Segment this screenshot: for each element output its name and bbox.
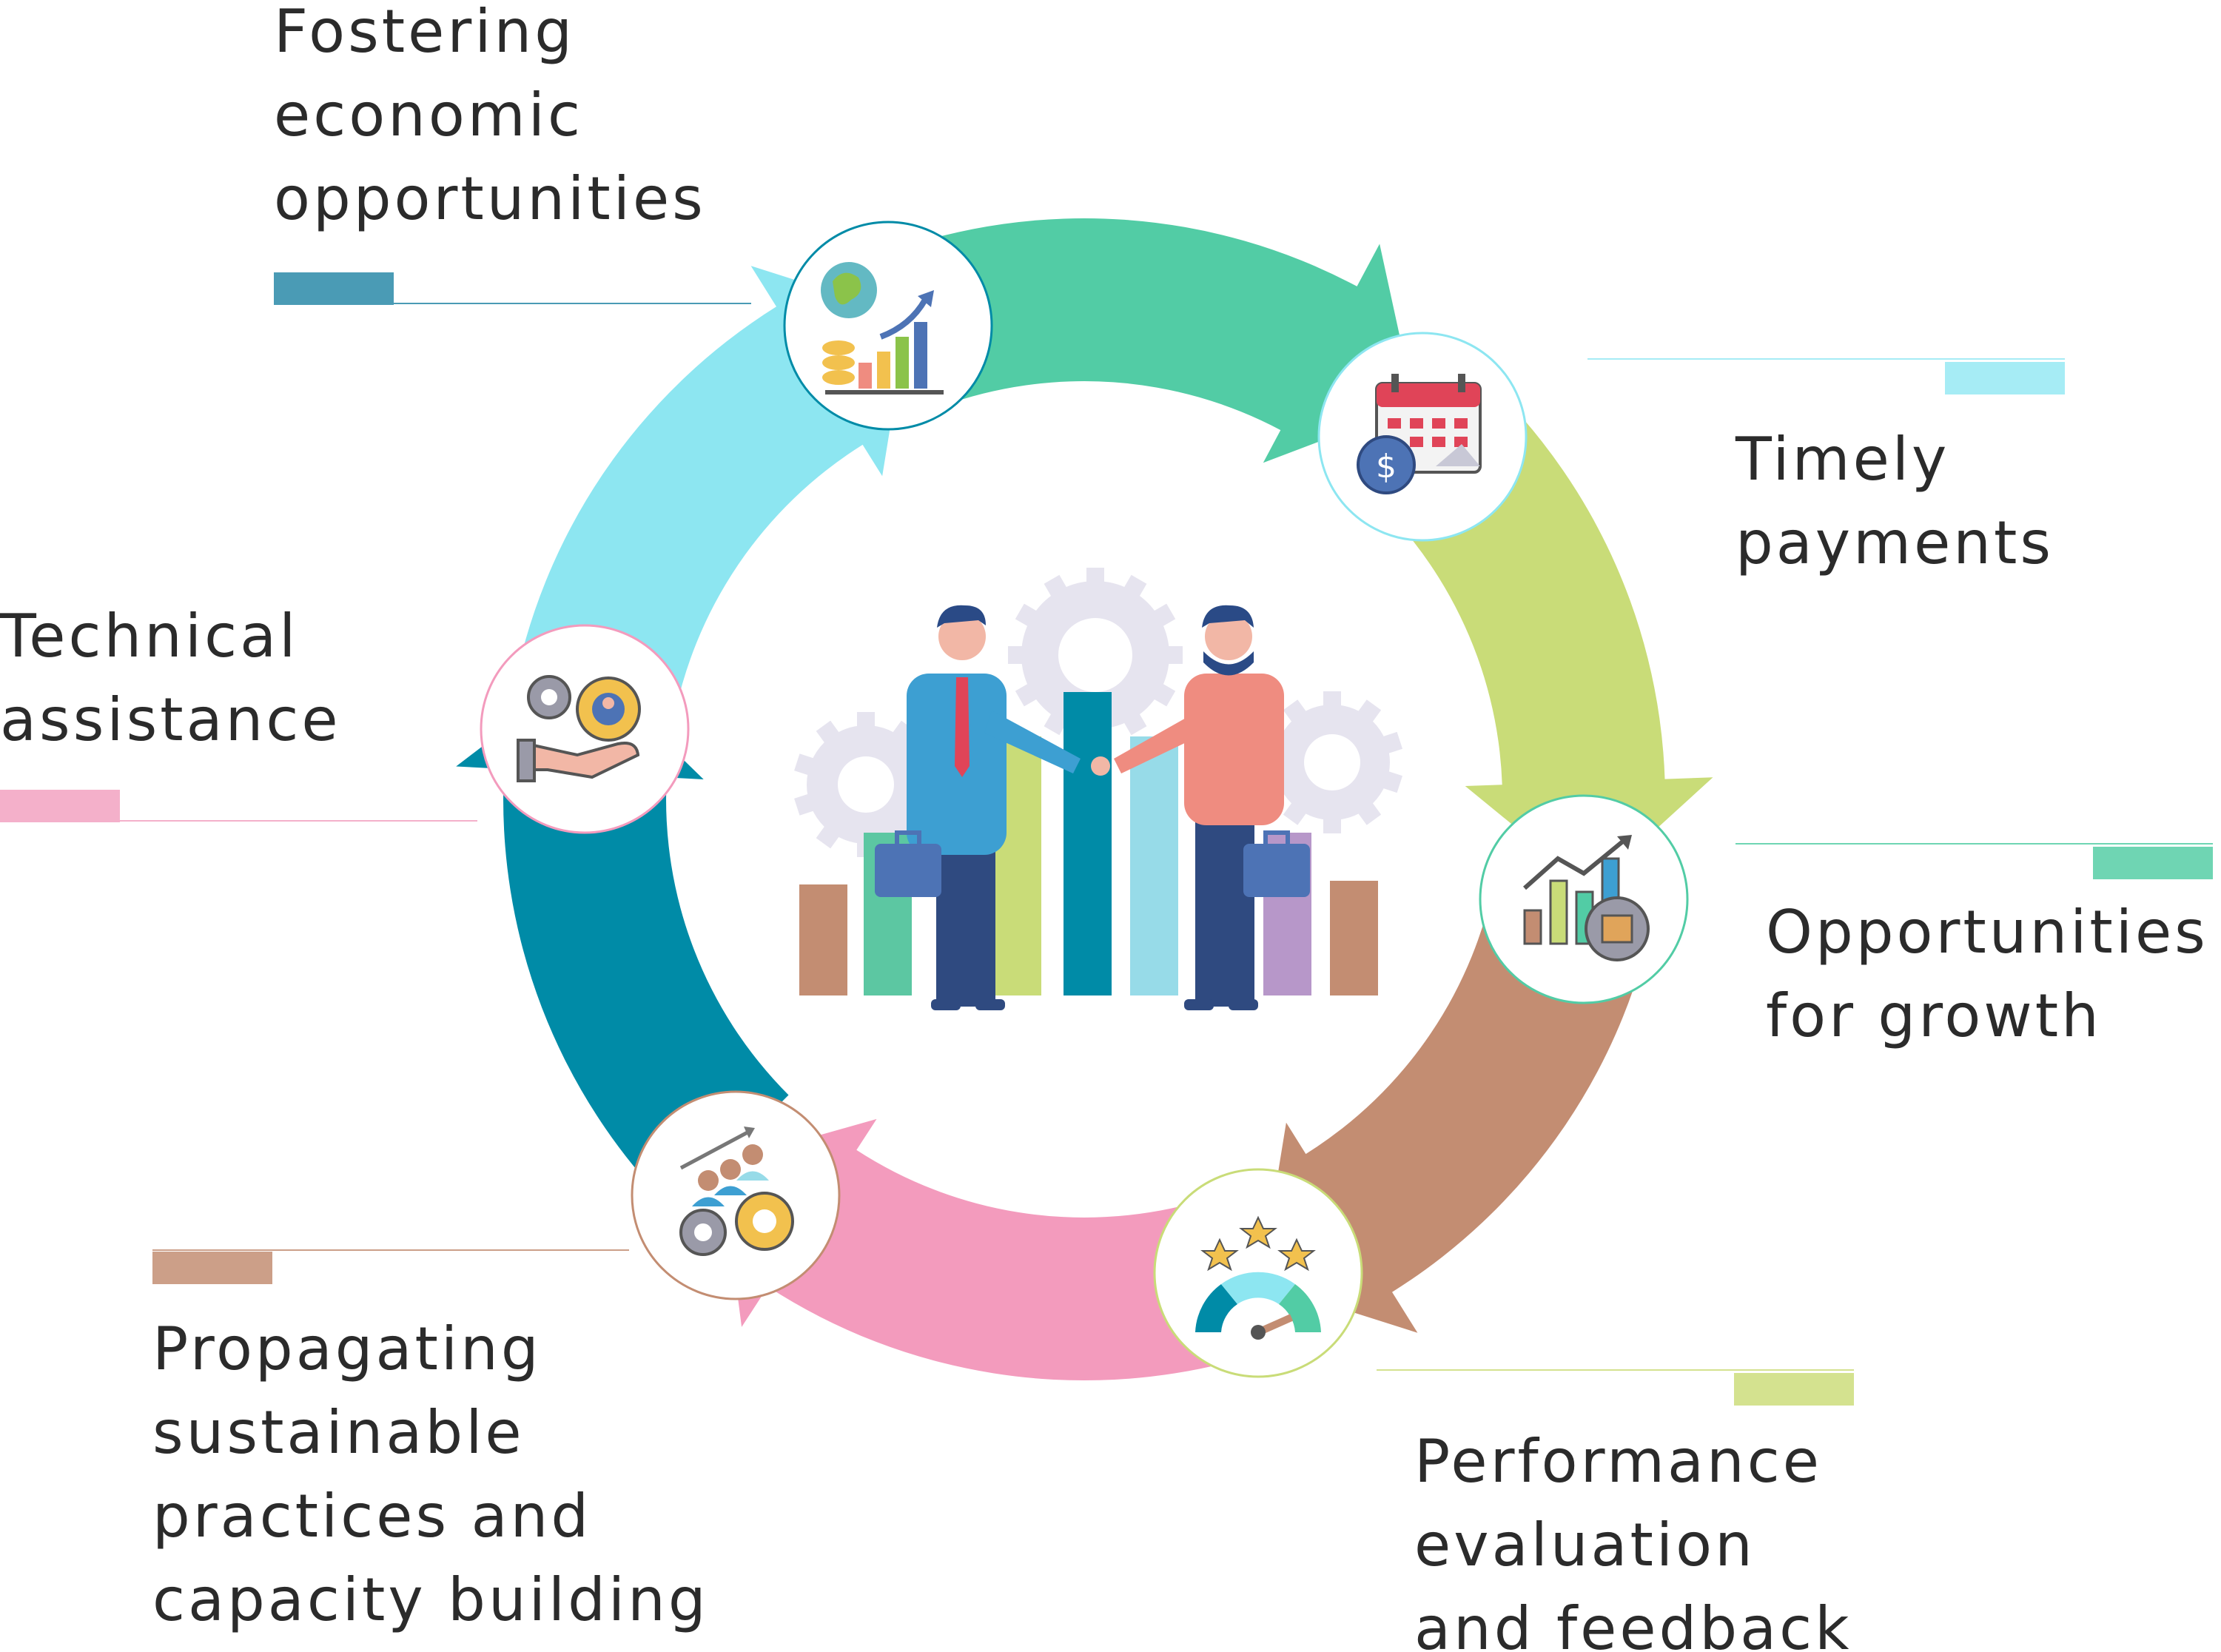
cycle-arrows xyxy=(456,218,1713,1381)
performance-accent-bar xyxy=(1734,1373,1854,1406)
team-gears-icon xyxy=(631,1090,841,1300)
propagating-accent-bar xyxy=(152,1252,272,1284)
growth-arrow-segment xyxy=(885,218,1415,463)
gears-hand-support-icon xyxy=(480,624,690,834)
globe-growth-chart-icon xyxy=(783,221,993,431)
calendar-dollar-icon: $ xyxy=(1317,332,1528,542)
growth-accent-bar xyxy=(2093,847,2213,879)
svg-text:$: $ xyxy=(1376,448,1397,486)
icon-circles: $ xyxy=(480,221,1689,1378)
fostering-label: Fostering economic opportunities xyxy=(274,0,706,233)
propagating-label: Propagating sustainable practices and ca… xyxy=(152,1314,709,1634)
business-handshake-illustration xyxy=(794,568,1403,1010)
growth-label: Opportunities for growth xyxy=(1766,898,2221,1050)
rating-gauge-icon xyxy=(1153,1168,1363,1378)
fostering-accent-bar xyxy=(274,272,394,305)
timely-label: Timely payments xyxy=(1735,425,2054,577)
growth-chart-box-icon xyxy=(1479,794,1689,1004)
technical-label: Technical assistance xyxy=(0,602,341,754)
technical-arrow-segment xyxy=(720,1118,1235,1381)
performance-label: Performance evaluation and feedback xyxy=(1414,1427,1852,1652)
timely-accent-bar xyxy=(1945,362,2065,394)
label-connectors xyxy=(0,272,2213,1406)
technical-accent-bar xyxy=(0,790,120,822)
